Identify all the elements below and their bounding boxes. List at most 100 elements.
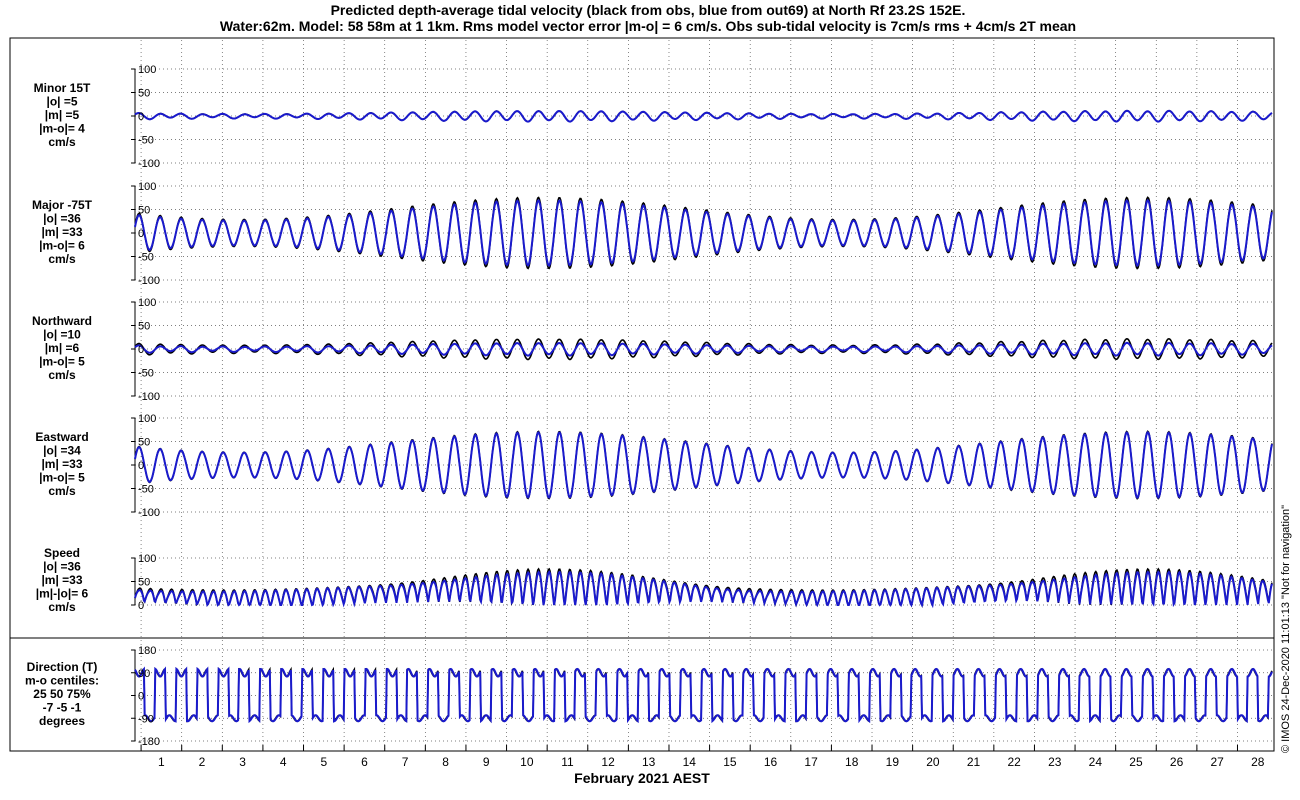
panel-label-line: cm/s: [48, 252, 76, 266]
x-tick-label: 26: [1170, 755, 1184, 769]
panel-label-line: |m-o|= 5: [39, 471, 85, 485]
y-tick-label: 0: [138, 691, 144, 703]
x-tick-label: 13: [642, 755, 656, 769]
y-tick-label: 0: [138, 228, 144, 240]
y-tick-label: 100: [138, 64, 156, 76]
panel-label-line: Eastward: [35, 430, 88, 444]
y-tick-label: -100: [138, 275, 160, 287]
x-tick-label: 23: [1048, 755, 1062, 769]
panel-label-line: |o| =36: [43, 560, 81, 574]
axes-layer: [131, 68, 1238, 751]
title-line-1: Predicted depth-average tidal velocity (…: [331, 2, 966, 18]
x-tick-label: 7: [402, 755, 409, 769]
y-tick-label: 100: [138, 553, 156, 565]
series-layer: [134, 109, 1273, 724]
panel-label-line: |o| =5: [46, 95, 77, 109]
panel-label-line: |m|-|o|= 6: [36, 587, 89, 601]
series-minor-model: [134, 109, 1273, 123]
y-tick-label: -100: [138, 391, 160, 403]
y-tick-label: 0: [138, 600, 144, 612]
y-tick-label: 0: [138, 344, 144, 356]
y-tick-label: -100: [138, 507, 160, 519]
y-tick-label: 0: [138, 460, 144, 472]
x-tick-label: 1: [158, 755, 165, 769]
x-tick-label: 15: [723, 755, 737, 769]
x-tick-label: 17: [804, 755, 818, 769]
panel-label-line: m-o centiles:: [25, 674, 99, 688]
x-tick-label: 8: [442, 755, 449, 769]
panel-label-line: |m-o|= 6: [39, 239, 85, 253]
x-tick-label: 2: [199, 755, 206, 769]
panel-label-line: Speed: [44, 546, 80, 560]
x-tick-label: 19: [886, 755, 900, 769]
panel-label-line: |m| =33: [41, 225, 82, 239]
direction-frame: [9, 637, 1275, 752]
x-tick-label: 25: [1129, 755, 1143, 769]
panel-label-line: |o| =36: [43, 212, 81, 226]
panel-label-line: cm/s: [48, 484, 76, 498]
upper-frame: [9, 37, 1275, 639]
panel-label-line: |m-o|= 5: [39, 355, 85, 369]
panel-label-line: Direction (T): [27, 660, 98, 674]
x-tick-label: 16: [764, 755, 778, 769]
series-north-model: [134, 341, 1273, 357]
panel-label-line: Major -75T: [32, 198, 93, 212]
panel-label-line: |m| =33: [41, 457, 82, 471]
y-tick-label: -50: [138, 368, 154, 380]
y-tick-label: 50: [138, 88, 150, 100]
y-tick-label: 50: [138, 205, 150, 217]
y-tick-label: -50: [138, 135, 154, 147]
x-tick-label: 24: [1089, 755, 1103, 769]
panel-label-line: |o| =10: [43, 328, 81, 342]
title-line-2: Water:62m. Model: 58 58m at 1 1km. Rms m…: [220, 18, 1076, 34]
panel-label-line: cm/s: [48, 135, 76, 149]
x-tick-label: 21: [967, 755, 981, 769]
x-tick-label: 28: [1251, 755, 1265, 769]
x-tick-label: 18: [845, 755, 859, 769]
x-tick-label: 20: [926, 755, 940, 769]
x-tick-label: 11: [561, 755, 574, 769]
x-tick-label: 27: [1211, 755, 1225, 769]
y-tick-label: 90: [138, 668, 150, 680]
y-tick-label: 100: [138, 181, 156, 193]
y-tick-label: 50: [138, 577, 150, 589]
panel-label-line: cm/s: [48, 600, 76, 614]
y-tick-label: 100: [138, 297, 156, 309]
x-tick-label: 22: [1007, 755, 1021, 769]
panel-label-line: |m| =5: [45, 108, 80, 122]
y-tick-label: -50: [138, 252, 154, 264]
panel-label-line: cm/s: [48, 368, 76, 382]
panel-label-line: Minor 15T: [34, 81, 91, 95]
panel-label-line: |o| =34: [43, 444, 81, 458]
y-tick-label: -100: [138, 158, 160, 170]
x-axis-label: February 2021 AEST: [574, 770, 710, 786]
x-tick-label: 10: [520, 755, 534, 769]
panel-label-line: degrees: [39, 714, 85, 728]
x-tick-label: 9: [483, 755, 490, 769]
y-tick-label: 0: [138, 111, 144, 123]
series-speed-model: [134, 570, 1273, 609]
x-tick-label: 3: [239, 755, 246, 769]
y-tick-label: 50: [138, 437, 150, 449]
panel-label-line: -7 -5 -1: [43, 701, 82, 715]
y-tick-label: -90: [138, 713, 154, 725]
y-tick-label: 100: [138, 413, 156, 425]
panel-label-line: Northward: [32, 314, 92, 328]
x-tick-label: 14: [683, 755, 697, 769]
panel-label-line: |m-o|= 4: [39, 122, 85, 136]
imos-side-note: © IMOS 24-Dec-2020 11:01:13 "Not for nav…: [1280, 505, 1292, 753]
x-tick-label: 4: [280, 755, 287, 769]
y-tick-label: -180: [138, 736, 160, 748]
labels-layer: 1 2 3 4 5 6 7 8 9 10 11 12 13 14 15 16 17 18 19 20 21 22 23 24 2…: [25, 64, 1265, 769]
grid-layer: [135, 40, 1272, 750]
x-tick-label: 12: [601, 755, 615, 769]
series-direction-model: [134, 666, 1273, 724]
series-east-model: [134, 430, 1273, 500]
series-major-model: [134, 198, 1273, 268]
panel-label-line: |m| =6: [45, 341, 80, 355]
y-tick-label: 180: [138, 645, 156, 657]
panel-label-line: |m| =33: [41, 573, 82, 587]
panel-label-line: 25 50 75%: [33, 687, 91, 701]
y-tick-label: 50: [138, 321, 150, 333]
